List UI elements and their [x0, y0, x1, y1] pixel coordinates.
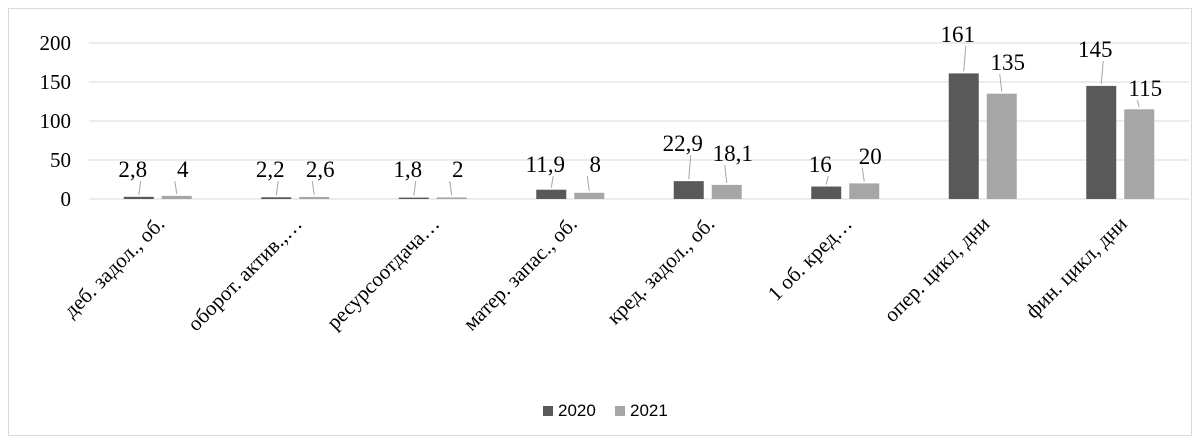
bar-2021	[711, 184, 742, 199]
label-leader	[688, 154, 692, 180]
label-leader	[413, 180, 417, 196]
x-category-label: оборот. актив.,…	[183, 212, 307, 336]
y-tick-label: 0	[61, 187, 72, 211]
bar-2020	[261, 197, 292, 199]
x-category-label: ресурсоотдача…	[322, 212, 445, 335]
label-leader	[861, 167, 865, 182]
label-leader	[449, 180, 453, 196]
bar-2020	[1086, 85, 1117, 199]
bar-2021	[299, 196, 330, 199]
data-label-2020: 2,8	[118, 157, 147, 182]
bar-2020	[811, 186, 842, 199]
bar-2021	[574, 192, 605, 199]
bar-2020	[948, 73, 979, 199]
label-leader	[138, 180, 142, 195]
data-label-2021: 2	[452, 157, 464, 182]
data-label-2020: 16	[809, 152, 832, 177]
y-tick-label: 100	[40, 109, 72, 133]
data-label-2020: 11,9	[526, 152, 565, 177]
legend-swatch-2021	[615, 406, 625, 416]
bars	[123, 73, 1155, 199]
bar-2021	[161, 195, 192, 199]
label-leader	[1136, 99, 1140, 108]
data-label-2020: 161	[941, 22, 976, 47]
bar-2020	[673, 181, 704, 199]
legend-label-2020: 2020	[558, 401, 596, 420]
bar-2021	[986, 93, 1017, 199]
data-label-2020: 22,9	[663, 131, 703, 156]
legend: 2020 2021	[543, 401, 668, 420]
x-axis-categories: деб. задол., об. оборот. актив.,… ресурсоо…	[59, 212, 1132, 336]
bar-2021	[436, 197, 467, 199]
y-tick-label: 200	[40, 31, 72, 55]
data-label-2021: 18,1	[713, 141, 753, 166]
label-leader	[311, 180, 315, 196]
label-leaders	[138, 45, 1140, 196]
label-leader	[275, 180, 279, 196]
label-leader	[1100, 60, 1104, 84]
label-leader	[724, 164, 728, 183]
data-label-2020: 1,8	[393, 157, 422, 182]
bar-2021	[849, 183, 880, 199]
y-axis-ticks: 0 50 100 150 200	[40, 31, 72, 211]
label-leader	[999, 73, 1003, 92]
data-label-2021: 4	[177, 157, 189, 182]
bar-2020	[398, 197, 429, 199]
chart-frame: 0 50 100 150 200 2,8 4 2,2 2,6 1,8 2 11,9 8 22,9 18,1…	[8, 8, 1192, 436]
bar-2020	[536, 189, 567, 199]
data-label-2021: 135	[991, 50, 1026, 75]
data-label-2020: 145	[1078, 37, 1113, 62]
data-label-2021: 115	[1128, 76, 1162, 101]
label-leader	[174, 180, 178, 194]
data-label-2020: 2,2	[256, 157, 285, 182]
legend-swatch-2020	[543, 406, 553, 416]
bar-2020	[123, 196, 154, 199]
label-leader	[550, 175, 554, 188]
legend-label-2021: 2021	[630, 401, 668, 420]
bar-2021	[1124, 109, 1155, 199]
y-tick-label: 50	[50, 148, 71, 172]
label-leader	[963, 45, 967, 72]
x-category-label: кред. задол., об.	[602, 212, 719, 329]
label-leader	[586, 175, 590, 191]
x-category-label: фин. цикл, дни	[1020, 212, 1131, 323]
x-category-label: опер. цикл, дни	[879, 212, 994, 327]
x-category-label: 1 об. кред…	[763, 212, 857, 306]
data-labels: 2,8 4 2,2 2,6 1,8 2 11,9 8 22,9 18,1 16 20 161 135 145…	[118, 22, 1162, 182]
label-leader	[825, 175, 829, 185]
bar-chart: 0 50 100 150 200 2,8 4 2,2 2,6 1,8 2 11,9 8 22,9 18,1…	[40, 22, 1189, 420]
y-tick-label: 150	[40, 70, 72, 94]
data-label-2021: 20	[859, 144, 882, 169]
x-category-label: матер. запас., об.	[458, 212, 582, 336]
x-category-label: деб. задол., об.	[59, 212, 170, 323]
data-label-2021: 2,6	[306, 157, 335, 182]
data-label-2021: 8	[590, 152, 602, 177]
